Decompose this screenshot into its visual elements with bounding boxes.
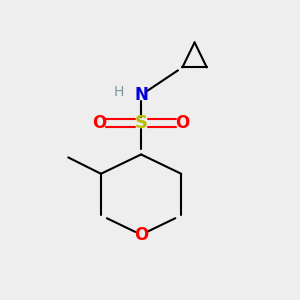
Text: H: H: [114, 85, 124, 99]
Text: N: N: [134, 86, 148, 104]
Text: S: S: [135, 114, 148, 132]
Text: O: O: [92, 114, 106, 132]
Text: O: O: [134, 226, 148, 244]
Text: O: O: [176, 114, 190, 132]
